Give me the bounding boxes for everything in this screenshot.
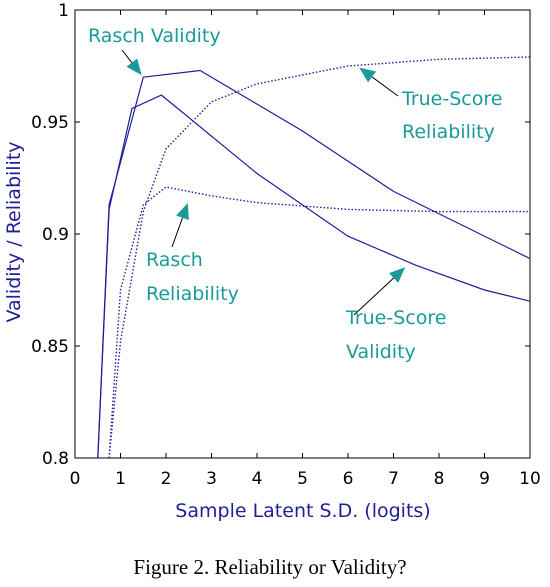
arrow-leader	[171, 217, 184, 248]
y-axis-title: Validity / Reliability	[3, 141, 25, 322]
series-line-3	[108, 186, 530, 459]
figure-caption: Figure 2. Reliability or Validity?	[133, 555, 406, 579]
y-tick-label: 0.95	[31, 113, 69, 133]
arrow-head	[126, 58, 142, 75]
arrow-head	[389, 267, 406, 283]
x-axis-title: Sample Latent S.D. (logits)	[175, 500, 430, 522]
series-line-2	[97, 94, 531, 459]
x-tick-label: 5	[297, 469, 308, 489]
x-tick-label: 6	[343, 469, 354, 489]
annotation-rasch-validity: Rasch Validity	[88, 25, 221, 47]
x-tick-label: 1	[115, 469, 126, 489]
annotation-rasch-reliability-line2: Reliability	[146, 283, 239, 305]
ticks: 0 1 2 3 4 5 6 7 8 9 10 0.8 0.85 0.9 0.95 1	[31, 1, 541, 489]
x-tick-label: 2	[161, 469, 172, 489]
x-tick-label: 4	[252, 469, 263, 489]
annotation-true-score-validity-line1: True-Score	[345, 307, 446, 329]
x-tick-label: 9	[479, 469, 490, 489]
y-tick-label: 0.8	[42, 449, 69, 469]
annotation-true-score-validity-line2: Validity	[346, 341, 416, 363]
y-tick-label: 0.85	[31, 337, 69, 357]
x-tick-label: 10	[519, 469, 541, 489]
y-tick-label: 1	[58, 1, 69, 21]
arrow-head	[359, 67, 377, 83]
x-tick-label: 8	[434, 469, 445, 489]
arrow-head	[176, 203, 189, 221]
annotation-arrows	[121, 49, 406, 316]
arrow-leader	[121, 49, 133, 64]
y-tick-label: 0.9	[42, 225, 69, 245]
x-tick-label: 7	[388, 469, 399, 489]
annotation-true-score-reliability-line1: True-Score	[401, 88, 502, 110]
series	[97, 56, 531, 459]
x-tick-label: 0	[70, 469, 81, 489]
arrow-leader	[353, 277, 395, 316]
x-tick-label: 3	[206, 469, 217, 489]
annotation-rasch-reliability-line1: Rasch	[146, 249, 203, 271]
annotation-true-score-reliability-line2: Reliability	[402, 121, 495, 143]
series-line-4	[108, 56, 531, 459]
arrow-leader	[371, 76, 399, 97]
